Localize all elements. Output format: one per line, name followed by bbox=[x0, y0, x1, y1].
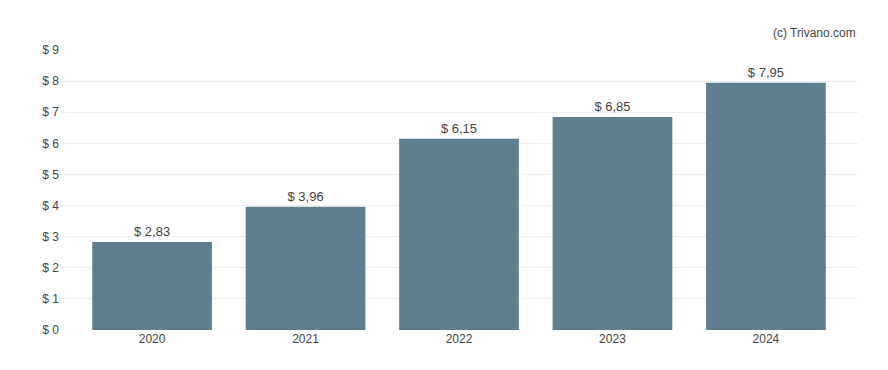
svg-text:$ 6,15: $ 6,15 bbox=[441, 121, 477, 136]
svg-text:2021: 2021 bbox=[292, 332, 319, 346]
svg-text:$ 2: $ 2 bbox=[42, 261, 59, 275]
svg-text:$ 5: $ 5 bbox=[42, 168, 59, 182]
svg-text:$ 2,83: $ 2,83 bbox=[134, 224, 170, 239]
svg-text:2022: 2022 bbox=[446, 332, 473, 346]
svg-text:$ 3: $ 3 bbox=[42, 230, 59, 244]
svg-text:$ 0: $ 0 bbox=[42, 323, 59, 337]
svg-text:$ 7: $ 7 bbox=[42, 105, 59, 119]
svg-text:$ 4: $ 4 bbox=[42, 199, 59, 213]
svg-text:$ 1: $ 1 bbox=[42, 292, 59, 306]
svg-text:2023: 2023 bbox=[599, 332, 626, 346]
svg-text:$ 9: $ 9 bbox=[42, 43, 59, 57]
svg-text:2020: 2020 bbox=[139, 332, 166, 346]
svg-text:$ 6: $ 6 bbox=[42, 137, 59, 151]
svg-text:$ 8: $ 8 bbox=[42, 74, 59, 88]
svg-text:$ 6,85: $ 6,85 bbox=[594, 99, 630, 114]
svg-text:(c) Trivano.com: (c) Trivano.com bbox=[773, 26, 856, 40]
svg-text:$ 7,95: $ 7,95 bbox=[748, 65, 784, 80]
svg-text:2024: 2024 bbox=[753, 332, 780, 346]
svg-text:$ 3,96: $ 3,96 bbox=[287, 189, 323, 204]
